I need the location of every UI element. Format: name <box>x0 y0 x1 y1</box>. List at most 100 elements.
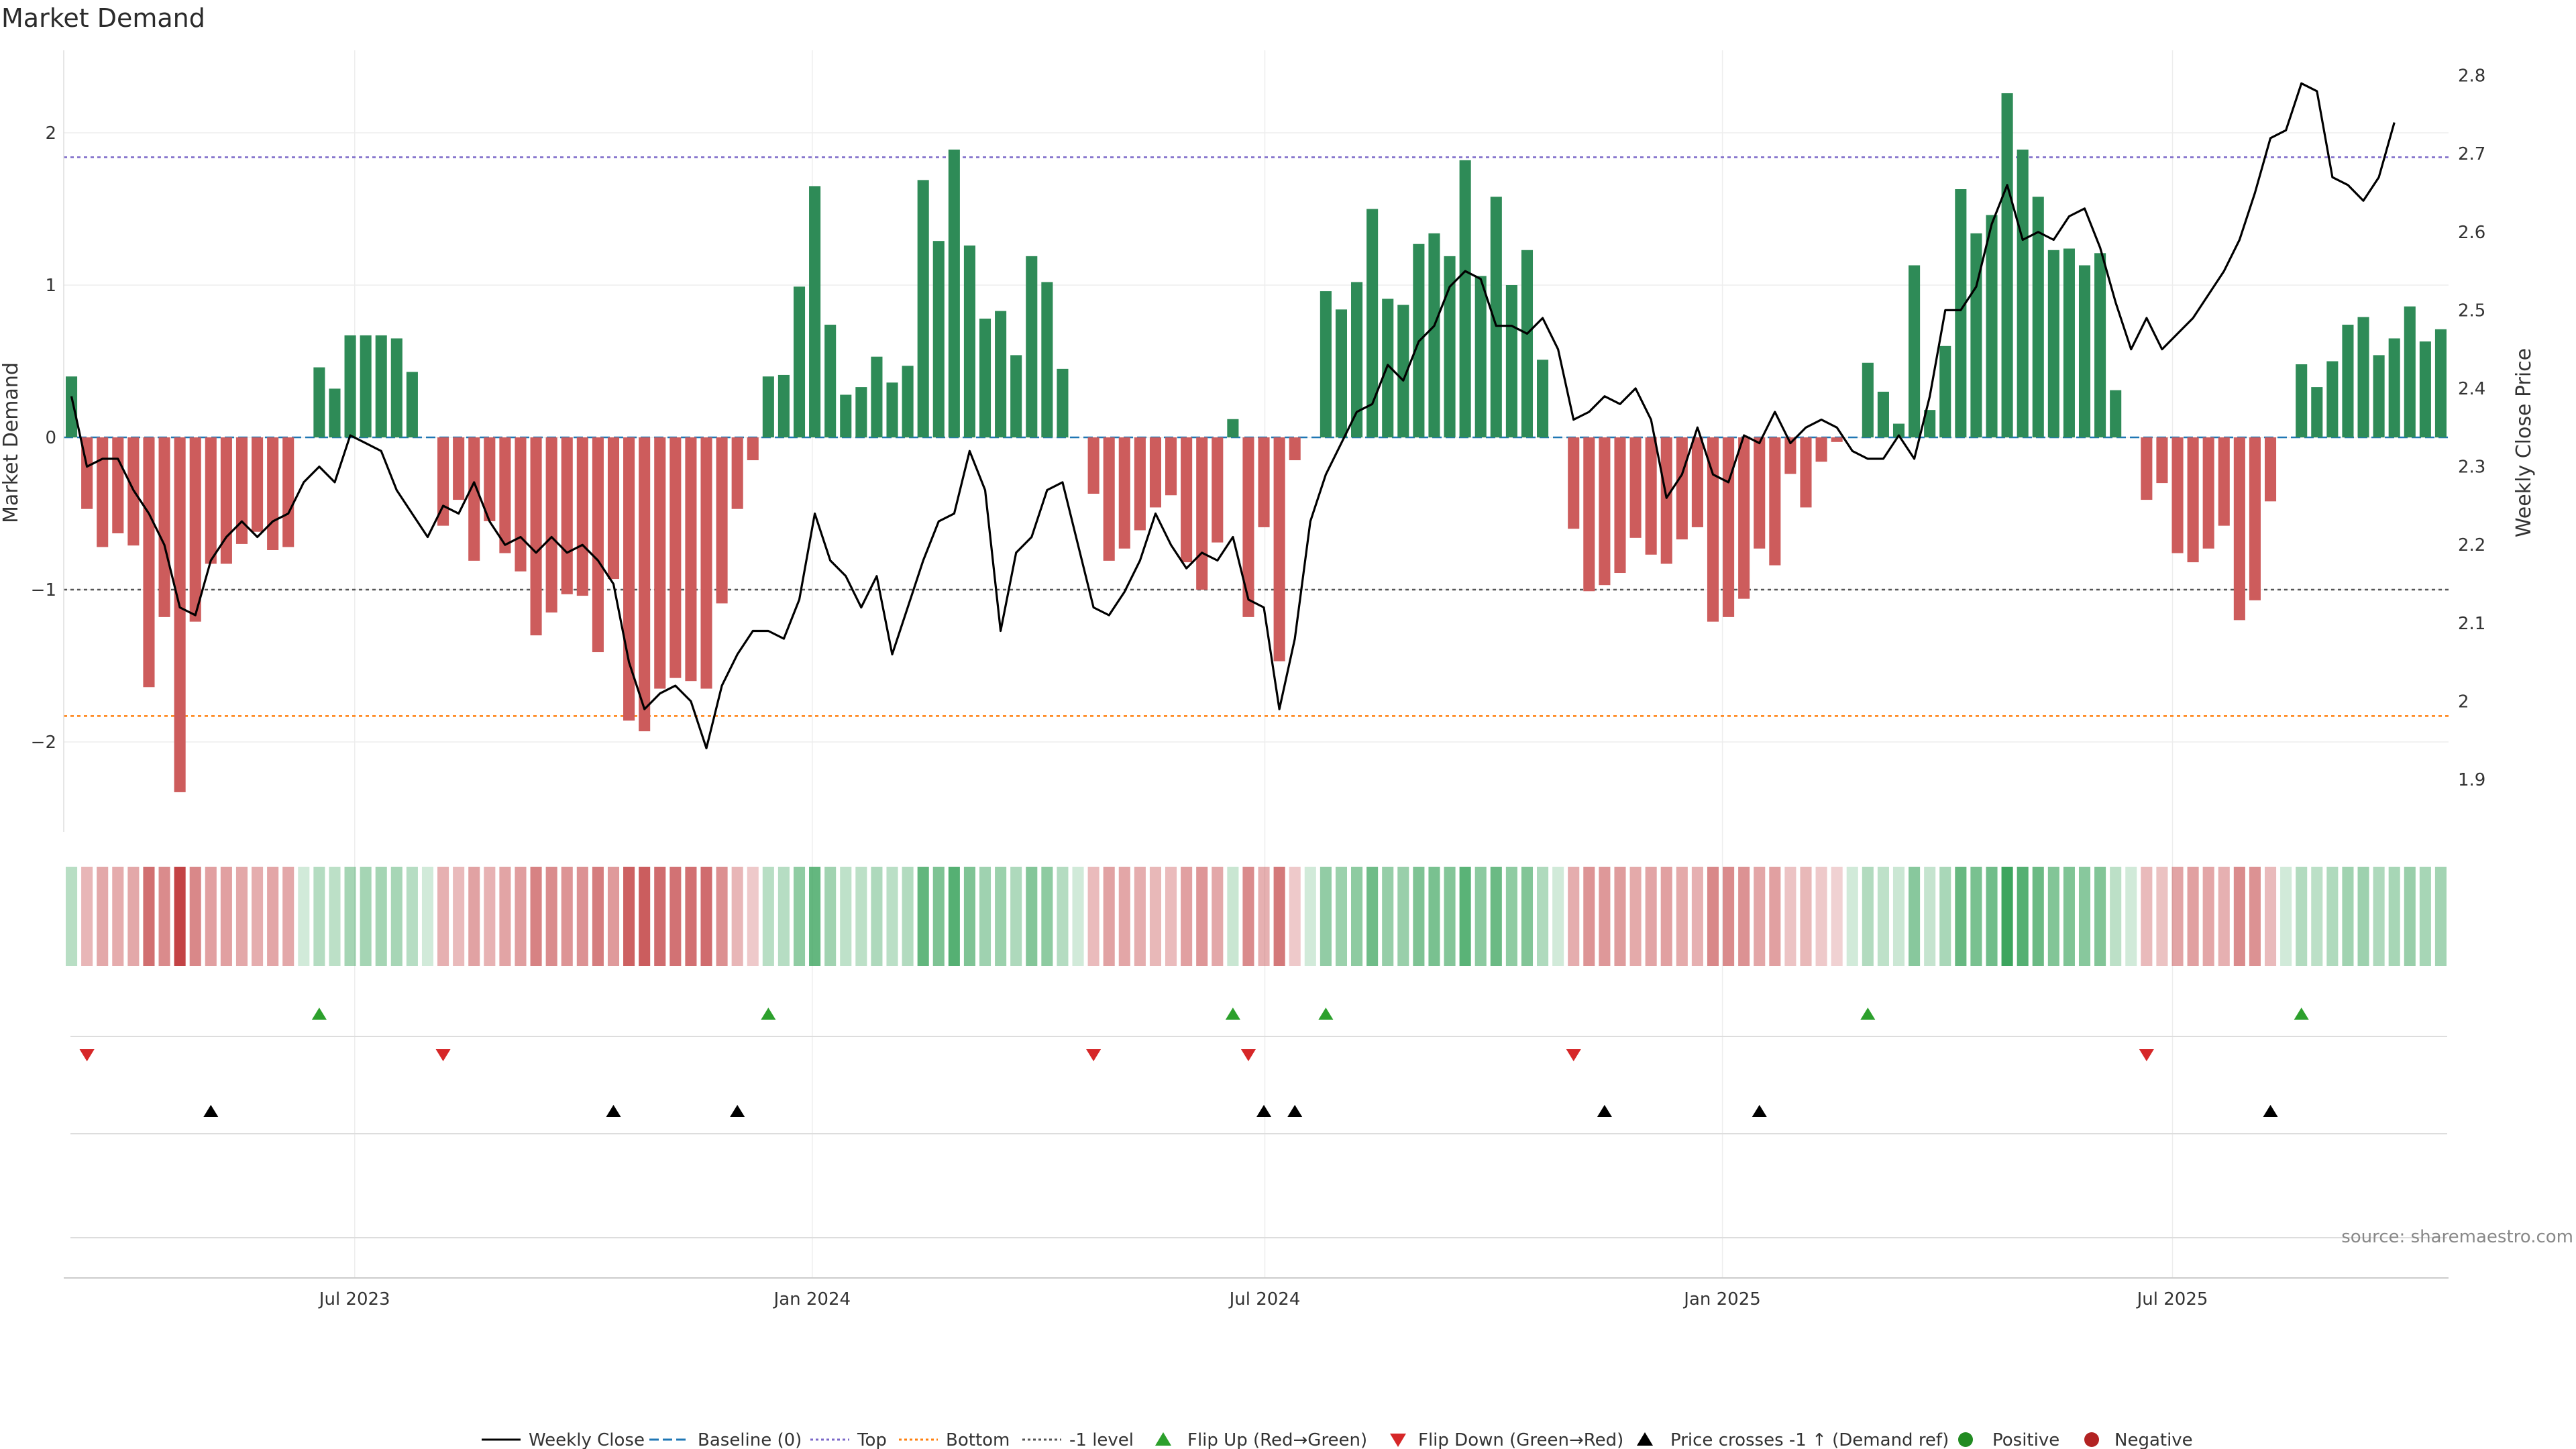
heat-cell <box>1599 867 1611 966</box>
heat-cell <box>1196 867 1208 966</box>
demand-bar <box>669 437 682 678</box>
demand-bar <box>1026 256 1038 437</box>
demand-bar <box>220 437 232 564</box>
heat-cell <box>1846 867 1858 966</box>
demand-bar <box>917 180 929 437</box>
heat-cell <box>406 867 418 966</box>
heat-cell <box>871 867 883 966</box>
heat-cell <box>1645 867 1657 966</box>
demand-bar <box>1227 419 1239 437</box>
demand-bar <box>1165 437 1177 496</box>
heat-cell <box>2110 867 2122 966</box>
demand-bar <box>1521 250 1534 437</box>
flip-up-marker <box>761 1008 776 1020</box>
heat-cell <box>1118 867 1130 966</box>
demand-bar <box>2032 197 2044 437</box>
heat-cell <box>1877 867 1889 966</box>
heat-cell <box>1181 867 1193 966</box>
heat-cell <box>453 867 465 966</box>
demand-bar <box>809 186 821 437</box>
demand-bar <box>1118 437 1130 549</box>
heat-cell <box>1010 867 1022 966</box>
price-cross-marker <box>606 1105 621 1117</box>
heat-cell <box>1909 867 1921 966</box>
heat-cell <box>840 867 852 966</box>
heat-cell <box>2063 867 2075 966</box>
heat-cell <box>1335 867 1348 966</box>
x-tick-label: Jul 2023 <box>318 1289 390 1309</box>
demand-bar <box>1769 437 1781 566</box>
heat-cell <box>2187 867 2199 966</box>
heat-cell <box>1304 867 1316 966</box>
flip-down-marker <box>1086 1049 1102 1061</box>
demand-bar <box>1537 360 1549 437</box>
chart-title: Market Demand <box>1 3 205 33</box>
demand-heat-strip <box>66 867 2447 966</box>
heat-cell <box>2233 867 2245 966</box>
heat-cell <box>81 867 93 966</box>
demand-bar <box>1909 265 1921 437</box>
y-axis-label: Market Demand <box>0 362 23 523</box>
heat-cell <box>2001 867 2013 966</box>
heat-cell <box>127 867 140 966</box>
heat-cell <box>344 867 356 966</box>
heat-cell <box>1289 867 1301 966</box>
heat-cell <box>360 867 372 966</box>
demand-bar <box>886 382 898 437</box>
demand-bar <box>2141 437 2153 500</box>
heat-cell <box>1134 867 1146 966</box>
demand-bar <box>639 437 651 732</box>
demand-bar <box>515 437 527 572</box>
heat-cell <box>1212 867 1224 966</box>
demand-bar <box>1924 410 1936 437</box>
demand-bar <box>793 286 806 437</box>
demand-bar <box>1335 309 1348 437</box>
demand-bar <box>2264 437 2277 502</box>
demand-bar <box>1459 160 1471 438</box>
demand-bar <box>1660 437 1672 564</box>
legend-negative-dot <box>2084 1432 2099 1447</box>
heat-cell <box>2032 867 2044 966</box>
heat-cell <box>1320 867 1332 966</box>
heat-cell <box>1676 867 1688 966</box>
heat-cell <box>2218 867 2230 966</box>
heat-cell <box>1521 867 1534 966</box>
heat-cell <box>313 867 325 966</box>
heat-cell <box>1815 867 1827 966</box>
demand-bar <box>1010 355 1022 437</box>
flip-down-marker <box>435 1049 451 1061</box>
demand-bar <box>685 437 697 682</box>
heat-cell <box>1428 867 1440 966</box>
demand-bar <box>2249 437 2261 600</box>
demand-bar <box>1242 437 1254 617</box>
demand-bar <box>1149 437 1161 508</box>
y-tick-label: 1 <box>45 276 56 296</box>
heat-cell <box>1970 867 1982 966</box>
demand-bar <box>2404 306 2416 437</box>
y2-axis-label: Weekly Close Price <box>2512 348 2536 537</box>
demand-bar <box>995 311 1007 437</box>
heat-cell <box>669 867 682 966</box>
demand-bar <box>468 437 480 561</box>
heat-cell <box>1614 867 1626 966</box>
demand-bar <box>2110 390 2122 437</box>
demand-bar <box>437 437 449 526</box>
heat-cell <box>2249 867 2261 966</box>
y-tick-label: −2 <box>31 733 56 753</box>
heat-cell <box>809 867 821 966</box>
demand-bars <box>66 93 2447 792</box>
y2-tick-label: 2.8 <box>2458 66 2485 87</box>
demand-bar <box>963 245 975 437</box>
demand-bar <box>948 149 960 437</box>
heat-cell <box>777 867 790 966</box>
legend-baseline: Baseline (0) <box>698 1430 802 1449</box>
heat-cell <box>2094 867 2106 966</box>
heat-cell <box>530 867 542 966</box>
heat-cell <box>329 867 341 966</box>
demand-bar <box>2311 387 2323 437</box>
price-cross-marker <box>1287 1105 1303 1117</box>
heat-cell <box>421 867 434 966</box>
demand-bar <box>1366 209 1379 437</box>
heat-cell <box>437 867 449 966</box>
heat-cell <box>1754 867 1766 966</box>
